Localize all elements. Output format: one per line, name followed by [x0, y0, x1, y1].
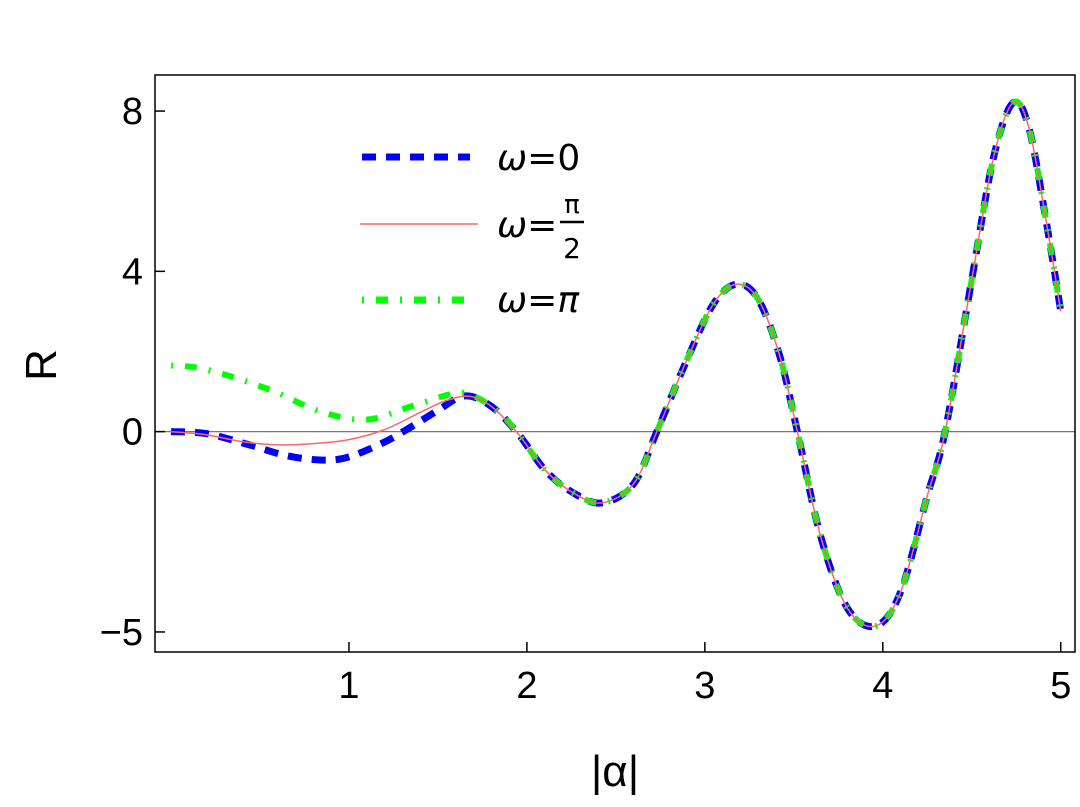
y-tick-label: 0 [122, 412, 143, 454]
x-tick-label: 4 [872, 665, 893, 707]
series-line-2 [170, 98, 1064, 630]
curves [155, 98, 1075, 631]
y-tick-label: 4 [122, 251, 143, 293]
series-line-1 [170, 100, 1062, 628]
y-tick-label: −5 [100, 612, 143, 654]
y-axis-label: R [17, 349, 66, 381]
plot-frame [154, 74, 1076, 653]
legend: ω=0 ω= π 2 ω=π [360, 138, 584, 321]
ticks: 1 2 3 4 5 8 4 0 −5 [100, 91, 1072, 707]
x-tick-label: 3 [694, 665, 715, 707]
legend-label-omega-pi: ω=π [497, 280, 580, 321]
x-tick-label: 5 [1050, 665, 1071, 707]
series-line-0 [170, 98, 1065, 631]
legend-pi-numerator: π [564, 190, 580, 220]
y-tick-label: 8 [122, 91, 143, 133]
x-tick-label: 2 [516, 665, 537, 707]
x-axis-label: |α| [591, 747, 639, 796]
legend-label-omega-0: ω=0 [497, 138, 580, 179]
legend-label-omega-pi-half-prefix: ω= [497, 205, 557, 246]
x-tick-label: 1 [338, 665, 359, 707]
legend-denominator: 2 [563, 232, 581, 265]
